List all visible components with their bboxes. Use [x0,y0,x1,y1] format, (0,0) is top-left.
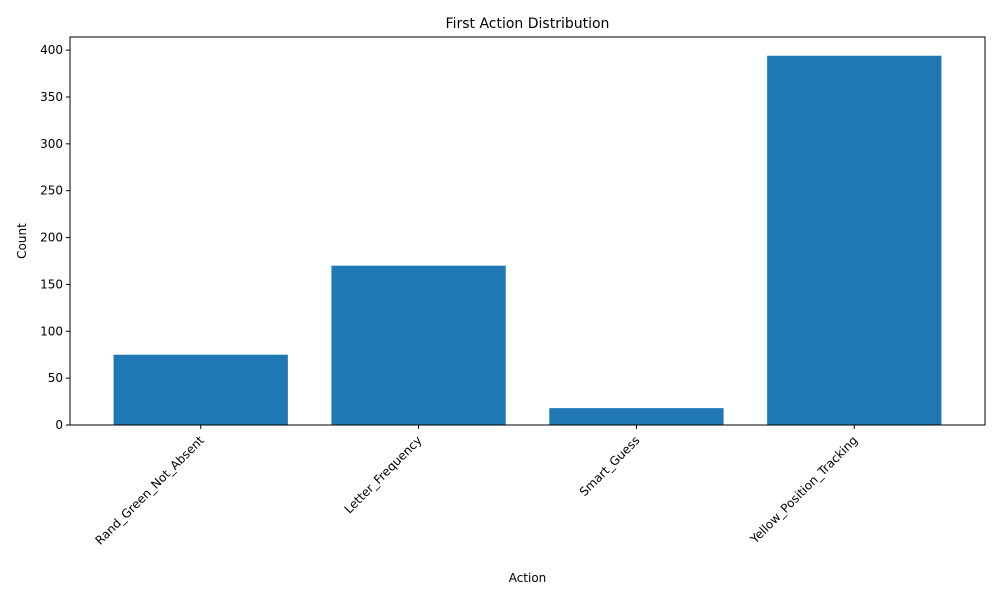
x-axis-label: Action [509,571,547,585]
y-axis-label: Count [15,223,29,259]
x-tick-label: Rand_Green_Not_Absent [92,433,207,548]
y-tick-label: 400 [40,43,63,57]
y-tick-label: 100 [40,324,63,338]
x-tick-label: Letter_Frequency [342,433,425,516]
y-tick-label: 250 [40,184,63,198]
bar-rand-green-not-absent [113,354,288,425]
x-tick-label: Smart_Guess [577,433,643,499]
plot-frame [69,36,986,426]
y-tick-label: 150 [40,277,63,291]
x-tick-label: Yellow_Position_Tracking [747,433,861,547]
y-tick-label: 350 [40,90,63,104]
bar-letter-frequency [331,265,506,425]
y-tick-label: 200 [40,231,63,245]
y-tick-label: 50 [48,371,63,385]
chart-title: First Action Distribution [446,16,610,32]
bar-yellow-position-tracking [767,55,942,426]
y-tick-label: 300 [40,137,63,151]
bar-smart-guess [549,408,724,425]
y-tick-label: 0 [55,418,63,432]
x-axis: Rand_Green_Not_Absent Letter_Frequency Sma… [92,425,860,548]
bars-group [113,55,942,426]
y-axis: 0 50 100 150 200 250 300 350 400 [40,43,70,432]
